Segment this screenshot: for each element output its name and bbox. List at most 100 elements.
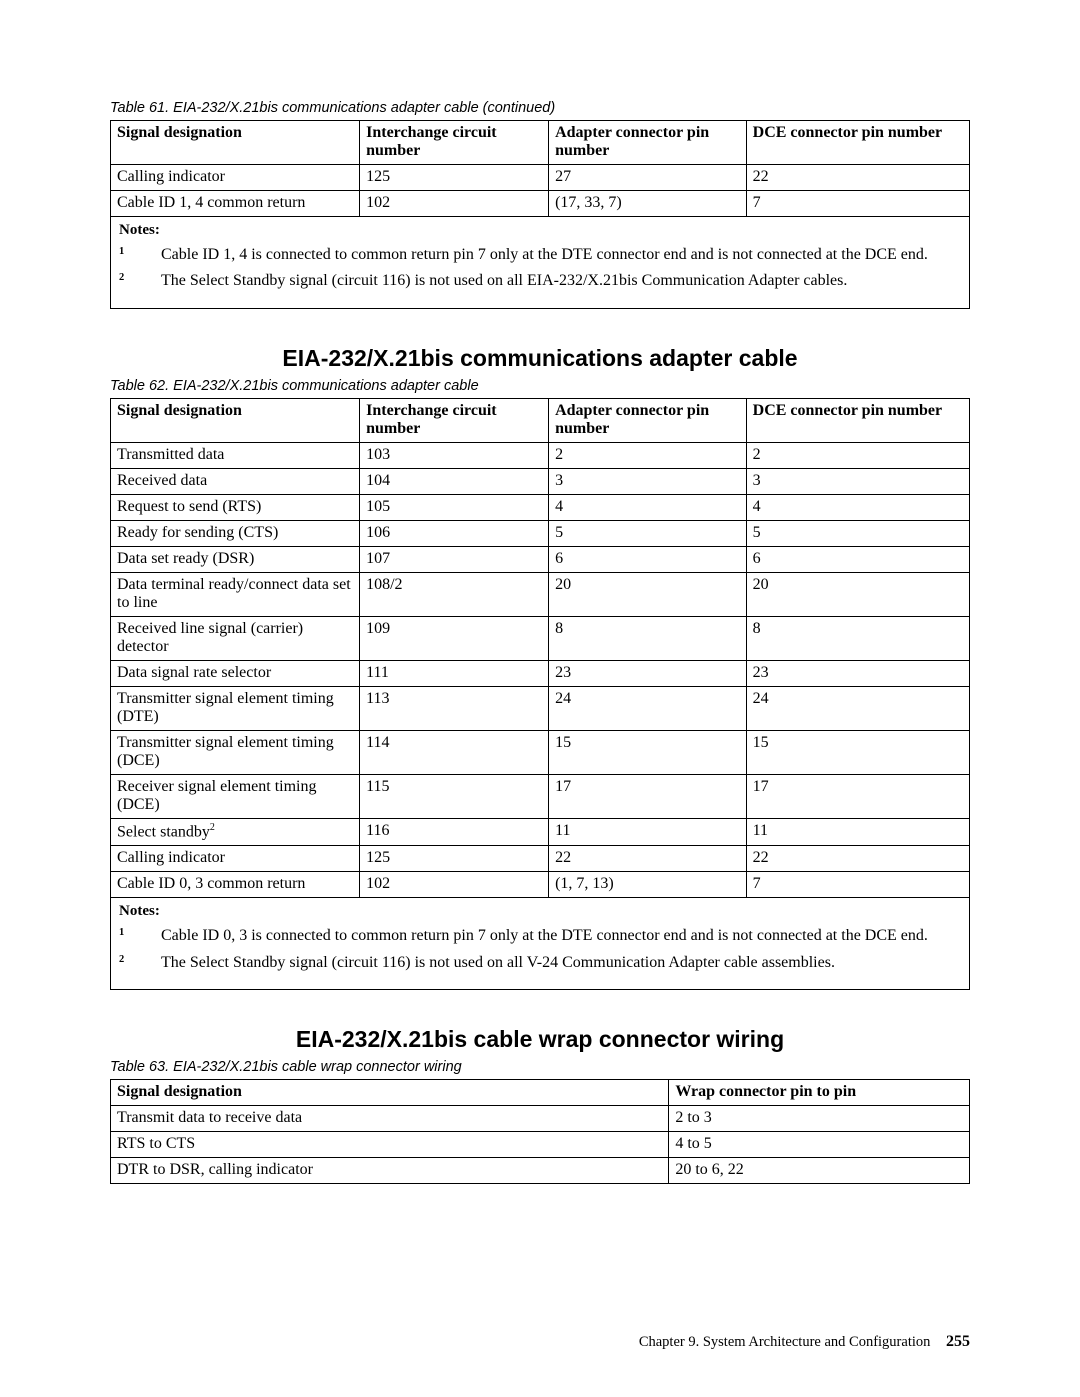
note-text: Cable ID 0, 3 is connected to common ret…: [161, 926, 961, 946]
table-cell: Data terminal ready/connect data set to …: [111, 572, 360, 616]
note-row: 1Cable ID 0, 3 is connected to common re…: [119, 926, 961, 946]
table-cell: 2 to 3: [669, 1106, 970, 1132]
table-cell: Cable ID 1, 4 common return: [111, 191, 360, 217]
table-cell: Transmit data to receive data: [111, 1106, 669, 1132]
table-cell: Transmitted data: [111, 442, 360, 468]
table-cell: 111: [360, 660, 549, 686]
table-cell: Cable ID 0, 3 common return: [111, 872, 360, 898]
table-cell: 105: [360, 494, 549, 520]
table-row: Transmit data to receive data2 to 3: [111, 1106, 970, 1132]
table-row: Received data10433: [111, 468, 970, 494]
table-cell: 24: [746, 686, 969, 730]
table-cell: 2: [549, 442, 747, 468]
note-number: 1: [119, 245, 161, 265]
table-cell: 6: [549, 546, 747, 572]
table-cell: 4: [549, 494, 747, 520]
table-row: Data signal rate selector1112323: [111, 660, 970, 686]
table63-caption: Table 63. EIA-232/X.21bis cable wrap con…: [110, 1059, 970, 1075]
column-header: Adapter connector pin number: [549, 121, 747, 165]
section63-title: EIA-232/X.21bis cable wrap connector wir…: [110, 1026, 970, 1053]
table-cell: 3: [549, 468, 747, 494]
column-header: Adapter connector pin number: [549, 398, 747, 442]
table-cell: Received data: [111, 468, 360, 494]
table62-caption: Table 62. EIA-232/X.21bis communications…: [110, 378, 970, 394]
table-cell: 5: [549, 520, 747, 546]
table-cell: 17: [746, 774, 969, 818]
table-row: Transmitter signal element timing (DTE)1…: [111, 686, 970, 730]
table-cell: (17, 33, 7): [549, 191, 747, 217]
table-cell: Request to send (RTS): [111, 494, 360, 520]
table-cell: 125: [360, 846, 549, 872]
note-row: 1Cable ID 1, 4 is connected to common re…: [119, 245, 961, 265]
table-cell: 22: [746, 846, 969, 872]
table-cell: Calling indicator: [111, 165, 360, 191]
page-footer: Chapter 9. System Architecture and Confi…: [639, 1333, 970, 1351]
table-cell: 4 to 5: [669, 1132, 970, 1158]
table-row: Calling indicator1252222: [111, 846, 970, 872]
notes-label: Notes:: [119, 903, 961, 920]
table-cell: 108/2: [360, 572, 549, 616]
note-text: Cable ID 1, 4 is connected to common ret…: [161, 245, 961, 265]
table-cell: 116: [360, 818, 549, 845]
table-cell: Calling indicator: [111, 846, 360, 872]
notes-label: Notes:: [119, 222, 961, 239]
note-text: The Select Standby signal (circuit 116) …: [161, 271, 961, 291]
table61-caption: Table 61. EIA-232/X.21bis communications…: [110, 100, 970, 116]
table-cell: 2: [746, 442, 969, 468]
table-row: Transmitted data10322: [111, 442, 970, 468]
column-header: Signal designation: [111, 121, 360, 165]
column-header: Wrap connector pin to pin: [669, 1080, 970, 1106]
section62-title: EIA-232/X.21bis communications adapter c…: [110, 345, 970, 372]
table-cell: 7: [746, 872, 969, 898]
table-cell: 7: [746, 191, 969, 217]
table-cell: 107: [360, 546, 549, 572]
column-header: Interchange circuit number: [360, 121, 549, 165]
table-cell: Receiver signal element timing (DCE): [111, 774, 360, 818]
table-cell: 104: [360, 468, 549, 494]
table-cell: (1, 7, 13): [549, 872, 747, 898]
table-row: Ready for sending (CTS)10655: [111, 520, 970, 546]
table-cell: 114: [360, 730, 549, 774]
table-row: RTS to CTS4 to 5: [111, 1132, 970, 1158]
table-cell: 20: [746, 572, 969, 616]
table-cell: Select standby2: [111, 818, 360, 845]
table-cell: 113: [360, 686, 549, 730]
table-cell: 22: [746, 165, 969, 191]
table-row: Data terminal ready/connect data set to …: [111, 572, 970, 616]
chapter-label: Chapter 9. System Architecture and Confi…: [639, 1334, 931, 1350]
table-cell: Data signal rate selector: [111, 660, 360, 686]
table-cell: 115: [360, 774, 549, 818]
note-text: The Select Standby signal (circuit 116) …: [161, 953, 961, 973]
table-cell: 23: [746, 660, 969, 686]
table-cell: 8: [746, 616, 969, 660]
table-cell: 6: [746, 546, 969, 572]
table-cell: 20 to 6, 22: [669, 1158, 970, 1184]
table-cell: Transmitter signal element timing (DTE): [111, 686, 360, 730]
table-cell: 15: [549, 730, 747, 774]
table-cell: Data set ready (DSR): [111, 546, 360, 572]
note-number: 1: [119, 926, 161, 946]
table-cell: 109: [360, 616, 549, 660]
note-number: 2: [119, 271, 161, 291]
table-row: Calling indicator1252722: [111, 165, 970, 191]
table62: Signal designationInterchange circuit nu…: [110, 398, 970, 898]
table-cell: 3: [746, 468, 969, 494]
table-cell: 5: [746, 520, 969, 546]
column-header: Signal designation: [111, 1080, 669, 1106]
table-row: DTR to DSR, calling indicator20 to 6, 22: [111, 1158, 970, 1184]
table-cell: 8: [549, 616, 747, 660]
table-cell: DTR to DSR, calling indicator: [111, 1158, 669, 1184]
table-cell: 11: [549, 818, 747, 845]
table-cell: 22: [549, 846, 747, 872]
table-cell: 24: [549, 686, 747, 730]
table62-notes: Notes: 1Cable ID 0, 3 is connected to co…: [110, 897, 970, 990]
column-header: Signal designation: [111, 398, 360, 442]
table-row: Data set ready (DSR)10766: [111, 546, 970, 572]
table-row: Select standby21161111: [111, 818, 970, 845]
table-cell: 102: [360, 191, 549, 217]
table-row: Request to send (RTS)10544: [111, 494, 970, 520]
table61: Signal designationInterchange circuit nu…: [110, 120, 970, 217]
table-row: Cable ID 0, 3 common return102(1, 7, 13)…: [111, 872, 970, 898]
note-number: 2: [119, 953, 161, 973]
table61-notes: Notes: 1Cable ID 1, 4 is connected to co…: [110, 216, 970, 309]
